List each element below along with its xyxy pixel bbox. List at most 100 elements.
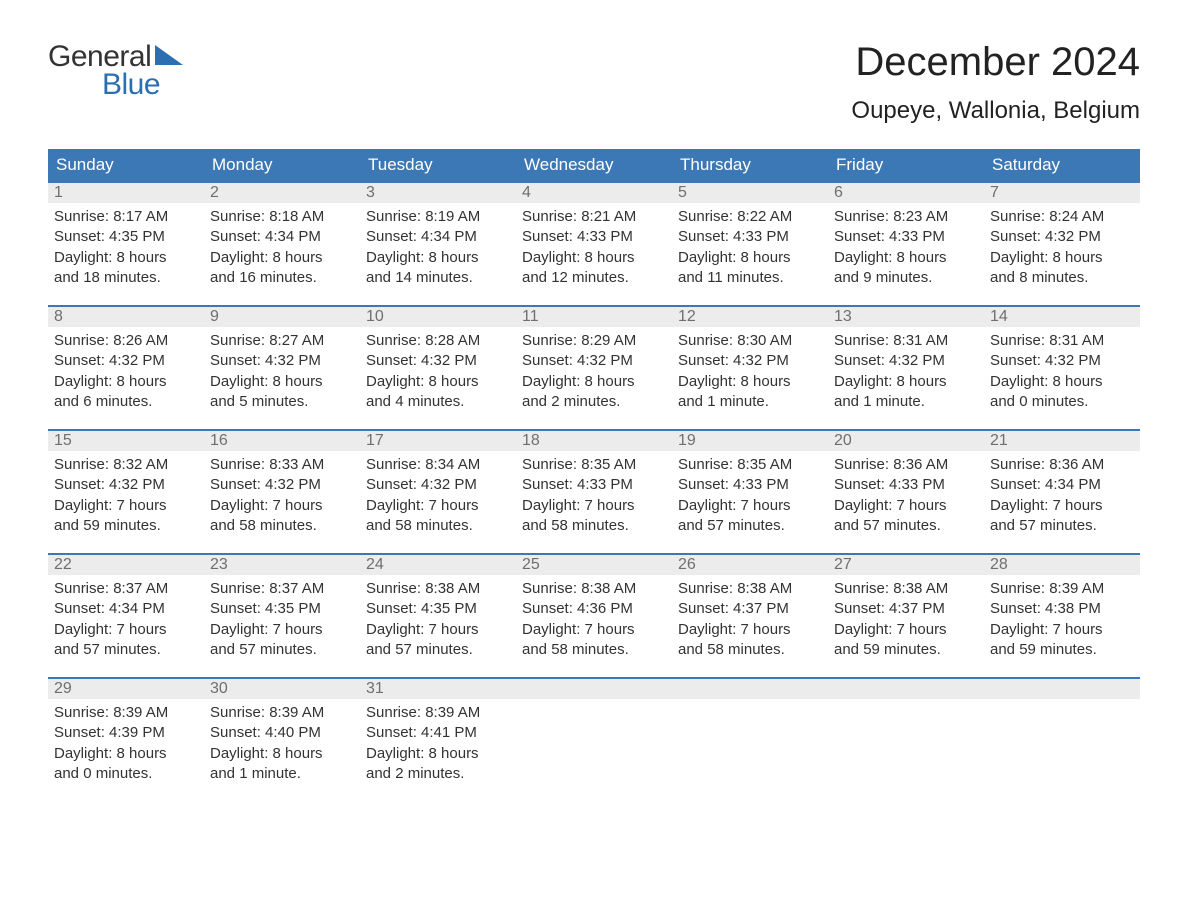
day-dl2: and 1 minute. (834, 392, 978, 412)
day-number (828, 677, 984, 699)
day-cell: 8Sunrise: 8:26 AMSunset: 4:32 PMDaylight… (48, 305, 204, 429)
day-number: 19 (672, 429, 828, 451)
day-sunset: Sunset: 4:34 PM (366, 227, 510, 247)
day-cell: 9Sunrise: 8:27 AMSunset: 4:32 PMDaylight… (204, 305, 360, 429)
day-cell: 7Sunrise: 8:24 AMSunset: 4:32 PMDaylight… (984, 181, 1140, 305)
day-dl2: and 57 minutes. (678, 516, 822, 536)
day-dl2: and 16 minutes. (210, 268, 354, 288)
day-sunrise: Sunrise: 8:39 AM (366, 703, 510, 723)
day-content: Sunrise: 8:27 AMSunset: 4:32 PMDaylight:… (204, 327, 360, 416)
day-number: 12 (672, 305, 828, 327)
day-dl2: and 2 minutes. (366, 764, 510, 784)
day-sunset: Sunset: 4:33 PM (834, 475, 978, 495)
day-number: 28 (984, 553, 1140, 575)
day-dl2: and 57 minutes. (210, 640, 354, 660)
day-number: 8 (48, 305, 204, 327)
day-dl2: and 0 minutes. (54, 764, 198, 784)
day-dl2: and 11 minutes. (678, 268, 822, 288)
day-number: 17 (360, 429, 516, 451)
day-cell: 21Sunrise: 8:36 AMSunset: 4:34 PMDayligh… (984, 429, 1140, 553)
day-sunset: Sunset: 4:34 PM (210, 227, 354, 247)
day-number: 21 (984, 429, 1140, 451)
day-content: Sunrise: 8:23 AMSunset: 4:33 PMDaylight:… (828, 203, 984, 292)
day-sunrise: Sunrise: 8:32 AM (54, 455, 198, 475)
day-cell: 31Sunrise: 8:39 AMSunset: 4:41 PMDayligh… (360, 677, 516, 801)
day-dl1: Daylight: 7 hours (678, 496, 822, 516)
day-content: Sunrise: 8:31 AMSunset: 4:32 PMDaylight:… (828, 327, 984, 416)
day-dl1: Daylight: 7 hours (522, 496, 666, 516)
day-sunset: Sunset: 4:35 PM (54, 227, 198, 247)
logo: General Blue (48, 40, 183, 102)
day-content: Sunrise: 8:38 AMSunset: 4:37 PMDaylight:… (828, 575, 984, 664)
day-dl2: and 59 minutes. (834, 640, 978, 660)
day-cell: 28Sunrise: 8:39 AMSunset: 4:38 PMDayligh… (984, 553, 1140, 677)
day-dl1: Daylight: 8 hours (54, 372, 198, 392)
day-number: 18 (516, 429, 672, 451)
header-row: General Blue December 2024 Oupeye, Wallo… (48, 40, 1140, 125)
day-sunrise: Sunrise: 8:23 AM (834, 207, 978, 227)
day-content: Sunrise: 8:39 AMSunset: 4:40 PMDaylight:… (204, 699, 360, 788)
day-cell: 29Sunrise: 8:39 AMSunset: 4:39 PMDayligh… (48, 677, 204, 801)
day-content: Sunrise: 8:39 AMSunset: 4:41 PMDaylight:… (360, 699, 516, 788)
day-sunrise: Sunrise: 8:19 AM (366, 207, 510, 227)
day-content: Sunrise: 8:24 AMSunset: 4:32 PMDaylight:… (984, 203, 1140, 292)
day-content: Sunrise: 8:17 AMSunset: 4:35 PMDaylight:… (48, 203, 204, 292)
day-number: 9 (204, 305, 360, 327)
day-cell: 10Sunrise: 8:28 AMSunset: 4:32 PMDayligh… (360, 305, 516, 429)
day-sunrise: Sunrise: 8:34 AM (366, 455, 510, 475)
day-sunrise: Sunrise: 8:18 AM (210, 207, 354, 227)
day-cell: 15Sunrise: 8:32 AMSunset: 4:32 PMDayligh… (48, 429, 204, 553)
day-sunset: Sunset: 4:39 PM (54, 723, 198, 743)
day-dl2: and 57 minutes. (366, 640, 510, 660)
day-content: Sunrise: 8:32 AMSunset: 4:32 PMDaylight:… (48, 451, 204, 540)
day-dl1: Daylight: 8 hours (522, 372, 666, 392)
day-sunset: Sunset: 4:34 PM (54, 599, 198, 619)
day-dl1: Daylight: 7 hours (990, 496, 1134, 516)
day-dl1: Daylight: 7 hours (366, 620, 510, 640)
day-number: 24 (360, 553, 516, 575)
day-number: 26 (672, 553, 828, 575)
title-block: December 2024 Oupeye, Wallonia, Belgium (851, 40, 1140, 125)
day-cell: 24Sunrise: 8:38 AMSunset: 4:35 PMDayligh… (360, 553, 516, 677)
day-sunset: Sunset: 4:37 PM (678, 599, 822, 619)
day-content: Sunrise: 8:35 AMSunset: 4:33 PMDaylight:… (672, 451, 828, 540)
day-sunset: Sunset: 4:38 PM (990, 599, 1134, 619)
day-number: 3 (360, 181, 516, 203)
day-sunset: Sunset: 4:37 PM (834, 599, 978, 619)
day-cell: 3Sunrise: 8:19 AMSunset: 4:34 PMDaylight… (360, 181, 516, 305)
day-content: Sunrise: 8:38 AMSunset: 4:37 PMDaylight:… (672, 575, 828, 664)
day-dl2: and 4 minutes. (366, 392, 510, 412)
day-dl1: Daylight: 8 hours (210, 372, 354, 392)
day-dl2: and 9 minutes. (834, 268, 978, 288)
day-content: Sunrise: 8:22 AMSunset: 4:33 PMDaylight:… (672, 203, 828, 292)
day-dl1: Daylight: 7 hours (678, 620, 822, 640)
day-cell: 19Sunrise: 8:35 AMSunset: 4:33 PMDayligh… (672, 429, 828, 553)
day-dl2: and 58 minutes. (522, 640, 666, 660)
day-sunrise: Sunrise: 8:21 AM (522, 207, 666, 227)
day-cell: 13Sunrise: 8:31 AMSunset: 4:32 PMDayligh… (828, 305, 984, 429)
day-cell: 2Sunrise: 8:18 AMSunset: 4:34 PMDaylight… (204, 181, 360, 305)
day-cell: 30Sunrise: 8:39 AMSunset: 4:40 PMDayligh… (204, 677, 360, 801)
day-number: 7 (984, 181, 1140, 203)
day-sunrise: Sunrise: 8:30 AM (678, 331, 822, 351)
day-dl1: Daylight: 7 hours (54, 496, 198, 516)
day-content: Sunrise: 8:19 AMSunset: 4:34 PMDaylight:… (360, 203, 516, 292)
day-sunset: Sunset: 4:32 PM (990, 227, 1134, 247)
day-number: 2 (204, 181, 360, 203)
day-dl2: and 12 minutes. (522, 268, 666, 288)
day-cell: 11Sunrise: 8:29 AMSunset: 4:32 PMDayligh… (516, 305, 672, 429)
day-number: 22 (48, 553, 204, 575)
empty-cell (672, 677, 828, 801)
week-row: 1Sunrise: 8:17 AMSunset: 4:35 PMDaylight… (48, 181, 1140, 305)
day-number: 14 (984, 305, 1140, 327)
day-cell: 16Sunrise: 8:33 AMSunset: 4:32 PMDayligh… (204, 429, 360, 553)
day-dl1: Daylight: 8 hours (990, 372, 1134, 392)
day-dl2: and 8 minutes. (990, 268, 1134, 288)
day-sunset: Sunset: 4:32 PM (210, 475, 354, 495)
day-dl2: and 59 minutes. (54, 516, 198, 536)
week-row: 22Sunrise: 8:37 AMSunset: 4:34 PMDayligh… (48, 553, 1140, 677)
day-dl2: and 57 minutes. (990, 516, 1134, 536)
day-dl1: Daylight: 7 hours (990, 620, 1134, 640)
day-sunrise: Sunrise: 8:39 AM (210, 703, 354, 723)
day-dl1: Daylight: 7 hours (522, 620, 666, 640)
